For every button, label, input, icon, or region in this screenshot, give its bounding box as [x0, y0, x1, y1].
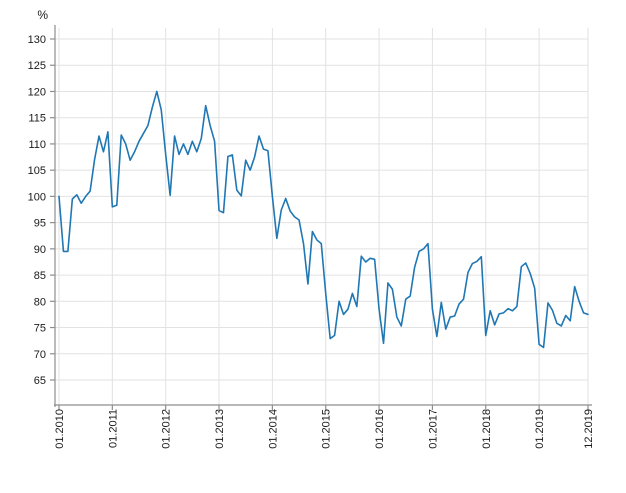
y-tick-label: 130 [28, 34, 46, 46]
x-tick-label: 01.2010 [54, 409, 66, 449]
y-tick-label: 90 [34, 244, 46, 256]
y-tick-label: 125 [28, 60, 46, 72]
y-tick-label: 65 [34, 375, 46, 387]
y-tick-label: 95 [34, 218, 46, 230]
y-tick-label: 110 [28, 139, 46, 151]
x-tick-label: 01.2016 [374, 409, 386, 449]
x-tick-label: 01.2012 [161, 409, 173, 449]
y-tick-label: 115 [28, 113, 46, 125]
y-tick-label: 80 [34, 296, 46, 308]
y-tick-label: 85 [34, 270, 46, 282]
x-tick-labels: 01.2010 01.2011 01.2012 01.2013 01.2014 01.20… [54, 409, 595, 449]
x-tick-label: 01.2018 [481, 409, 493, 449]
y-tick-label: 75 [34, 323, 46, 335]
x-tick-label: 01.2017 [427, 409, 439, 449]
y-tick-label: 120 [28, 86, 46, 98]
x-tick-label: 01.2013 [214, 409, 226, 449]
data-line-index-value-percent [58, 90, 589, 349]
y-tick-label: 100 [28, 191, 46, 203]
y-tick-label: 105 [28, 165, 46, 177]
axes [50, 25, 592, 410]
y-tick-label: 70 [34, 349, 46, 361]
x-tick-label: 01.2014 [267, 409, 279, 449]
y-axis-unit-label: % [37, 8, 48, 22]
grid-lines [55, 28, 589, 405]
x-tick-label: 12.2019 [583, 409, 595, 449]
x-tick-label: 01.2019 [534, 409, 546, 449]
y-tick-labels: 65 70 75 80 85 90 95 100 105 110 115 120 125 130 [28, 34, 46, 387]
x-tick-label: 01.2011 [107, 409, 119, 448]
x-tick-label: 01.2015 [321, 409, 333, 449]
